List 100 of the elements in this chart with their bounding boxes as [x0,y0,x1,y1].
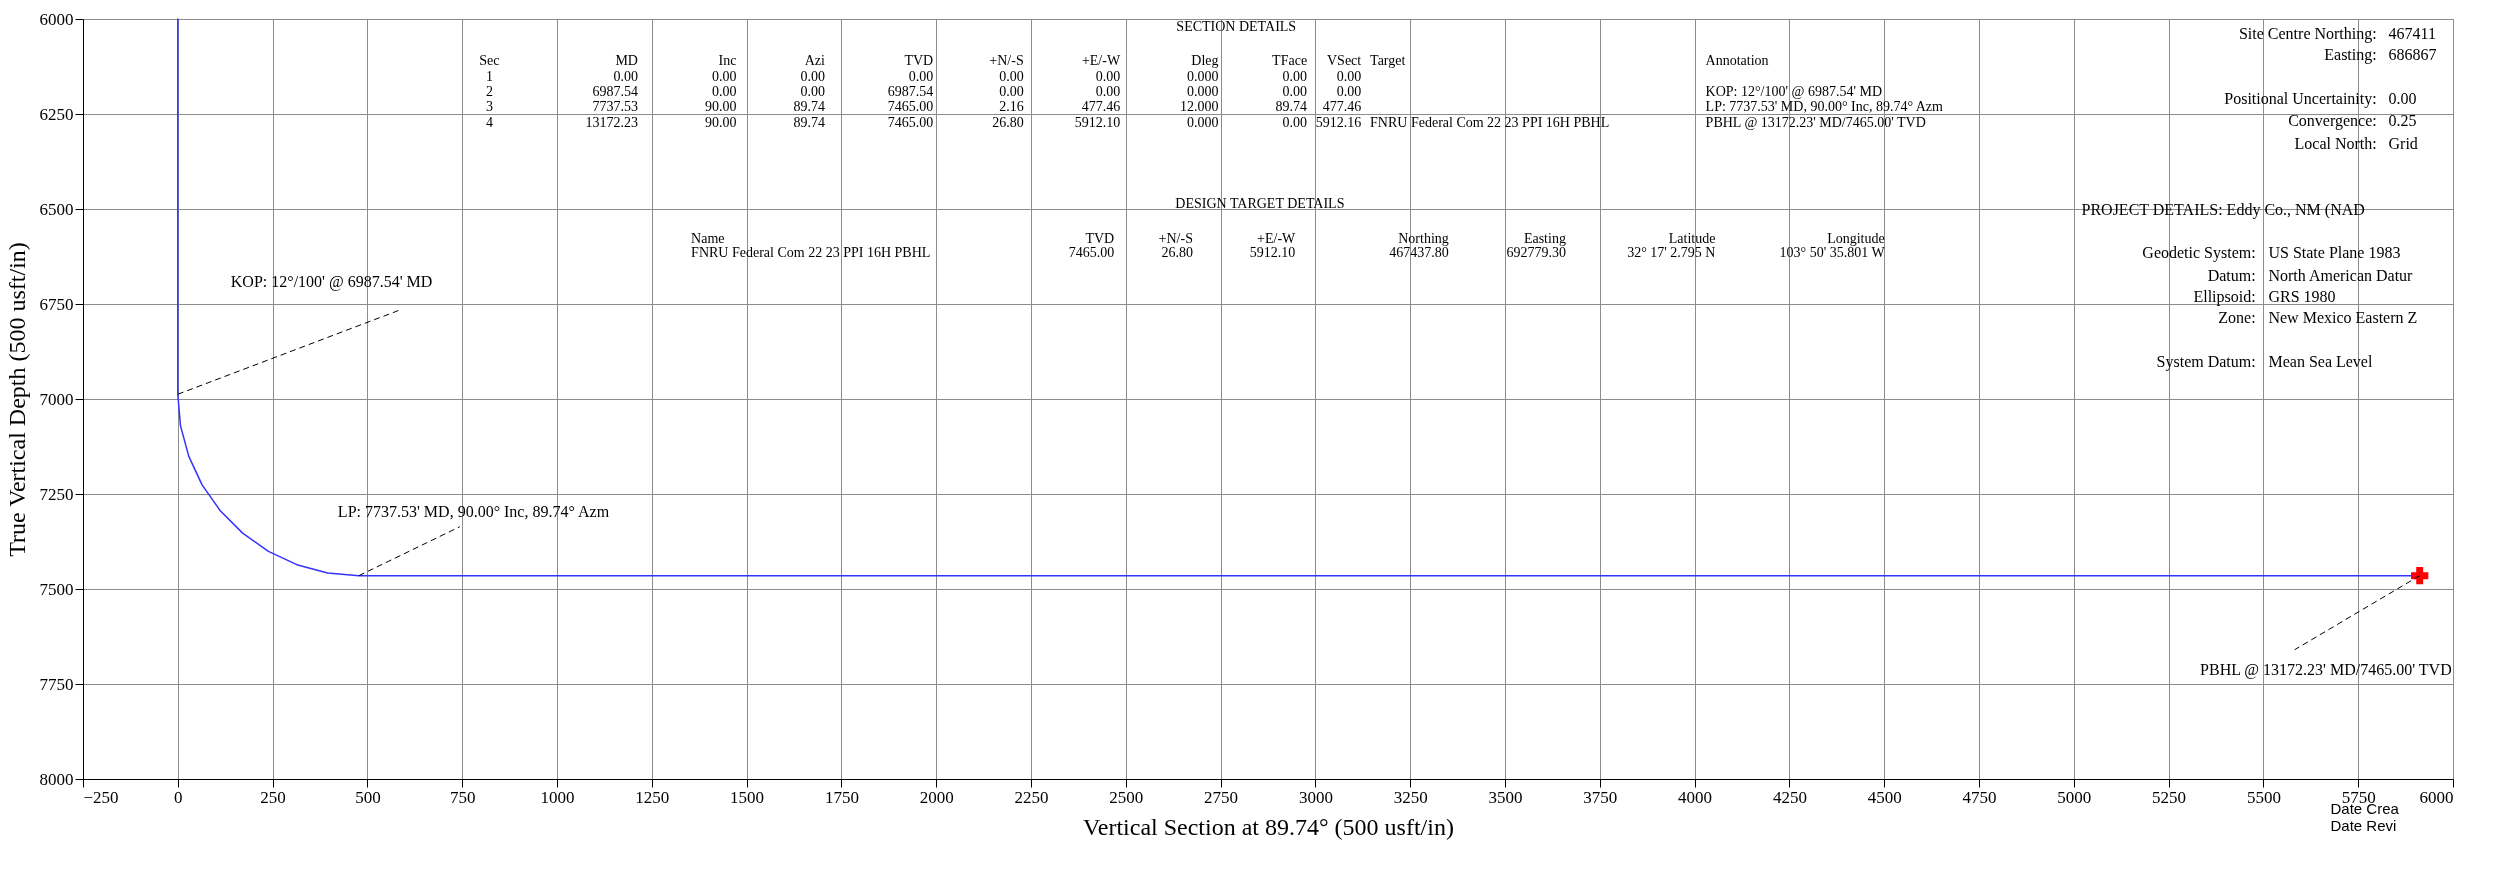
x-tick-label: 750 [449,787,476,807]
annotation: 477.46 [1322,99,1362,115]
annotation: 0.000 [1187,115,1219,131]
y-tick-label: 6500 [39,199,74,219]
annotation: 477.46 [1081,99,1121,115]
annotation: VSect [1327,52,1362,68]
y-tick-label: 6750 [39,294,74,314]
annotation: 686867 [2388,46,2437,64]
annotation: 7465.00 [887,115,934,131]
x-tick-label: 5250 [2152,787,2187,807]
annotation: Datum: [2207,266,2256,284]
annotation: 0.00 [2388,89,2417,107]
annotation: Annotation [1705,52,1769,68]
annotation: Northing [1398,231,1449,247]
annotation: KOP: 12°/100' @ 6987.54' MD [230,273,433,292]
x-tick-label: 6000 [2419,787,2454,807]
annotation: +E/-W [1257,231,1297,247]
annotation: 0.00 [999,83,1024,99]
annotation: 0.00 [1095,83,1121,99]
x-tick-label: 0 [174,787,183,807]
annotation: Easting [1523,231,1566,247]
y-tick-label: 8000 [39,769,74,789]
annotation: 692779.30 [1506,245,1566,261]
annotation: 32° 17' 2.795 N [1627,245,1716,261]
annotation: 0.000 [1187,68,1219,84]
annotation: 4 [485,115,493,131]
annotation: +E/-W [1081,52,1121,68]
annotation: 0.00 [1282,83,1308,99]
x-tick-label: 4250 [1772,787,1807,807]
annotation: 0.00 [1282,68,1308,84]
x-tick-label: 2500 [1109,787,1144,807]
x-tick-label: 4000 [1678,787,1713,807]
annotation: 0.00 [999,68,1024,84]
annotation: TVD [904,52,934,68]
annotation: FNRU Federal Com 22 23 PPI 16H PBHL [691,245,931,261]
annotation: 0.00 [1095,68,1121,84]
annotation: 0.00 [908,68,934,84]
annotation: 7737.53 [592,99,638,115]
annotation: 26.80 [1161,245,1193,261]
y-tick-label: 7000 [39,389,74,409]
annotation: 89.74 [793,115,825,131]
annotation: Inc [718,52,737,68]
annotation: Azi [804,52,826,68]
y-axis-title: True Vertical Depth (500 usft/in) [3,242,30,557]
annotation: Positional Uncertainity: [2224,89,2377,108]
x-tick-label: 4500 [1867,787,1902,807]
annotation: Latitude [1668,231,1716,247]
annotation: 467411 [2388,24,2436,42]
y-tick-label: 7750 [39,674,74,694]
annotation: MD [615,52,638,68]
text: Date Revi [2330,817,2397,834]
annotation: Convergence: [2288,112,2377,131]
annotation: 89.74 [1275,99,1308,115]
y-tick-label: 7500 [39,579,74,599]
annotation: Target [1370,52,1406,68]
annotation: Name [691,231,725,247]
annotation: 0.00 [800,68,825,84]
annotation: TFace [1272,52,1308,68]
annotation: 0.00 [1336,83,1362,99]
annotation: Grid [2388,134,2418,152]
annotation: Sec [479,52,500,68]
annotation: SECTION DETAILS [1176,19,1297,35]
x-tick-label: −250 [83,787,119,807]
annotation: 7465.00 [887,99,934,115]
annotation: FNRU Federal Com 22 23 PPI 16H PBHL [1370,115,1610,131]
annotation: TVD [1085,231,1115,247]
annotation: Easting: [2324,46,2377,65]
y-tick-label: 6250 [39,104,74,124]
annotation: Geodetic System: [2142,244,2256,263]
annotation: US State Plane 1983 [2268,244,2401,262]
x-tick-label: 2000 [919,787,954,807]
annotation: 90.00 [704,115,737,131]
annotation: 0.00 [800,83,825,99]
annotation: 0.25 [2388,112,2417,130]
x-tick-label: 1500 [730,787,765,807]
x-tick-label: 250 [260,787,286,807]
x-tick-label: 500 [355,787,381,807]
annotation: Zone: [2218,309,2256,327]
annotation: LP: 7737.53' MD, 90.00° Inc, 89.74° Azm [337,502,610,520]
x-tick-label: 5000 [2057,787,2092,807]
annotation: +N/-S [1158,231,1193,247]
y-tick-label: 7250 [39,484,74,504]
annotation: PROJECT DETAILS: Eddy Co., NM (NAD [2081,200,2365,219]
annotation: PBHL @ 13172.23' MD/7465.00' TVD [2200,660,2452,679]
annotation: 103° 50' 35.801 W [1779,245,1886,261]
annotation: 0.00 [1282,115,1308,131]
annotation: 6987.54 [592,83,638,99]
annotation: Mean Sea Level [2268,353,2373,371]
x-tick-label: 2250 [1014,787,1049,807]
x-tick-label: 3750 [1583,787,1618,807]
annotation: 0.000 [1187,83,1219,99]
annotation: 5912.16 [1315,115,1362,131]
annotation: 0.00 [711,68,737,84]
annotation: 2 [485,83,493,99]
annotation: DESIGN TARGET DETAILS [1175,196,1345,212]
annotation: 5912.10 [1074,115,1121,131]
annotation: GRS 1980 [2268,288,2336,306]
x-tick-label: 1250 [635,787,670,807]
annotation: 90.00 [704,99,737,115]
x-tick-label: 3250 [1393,787,1428,807]
